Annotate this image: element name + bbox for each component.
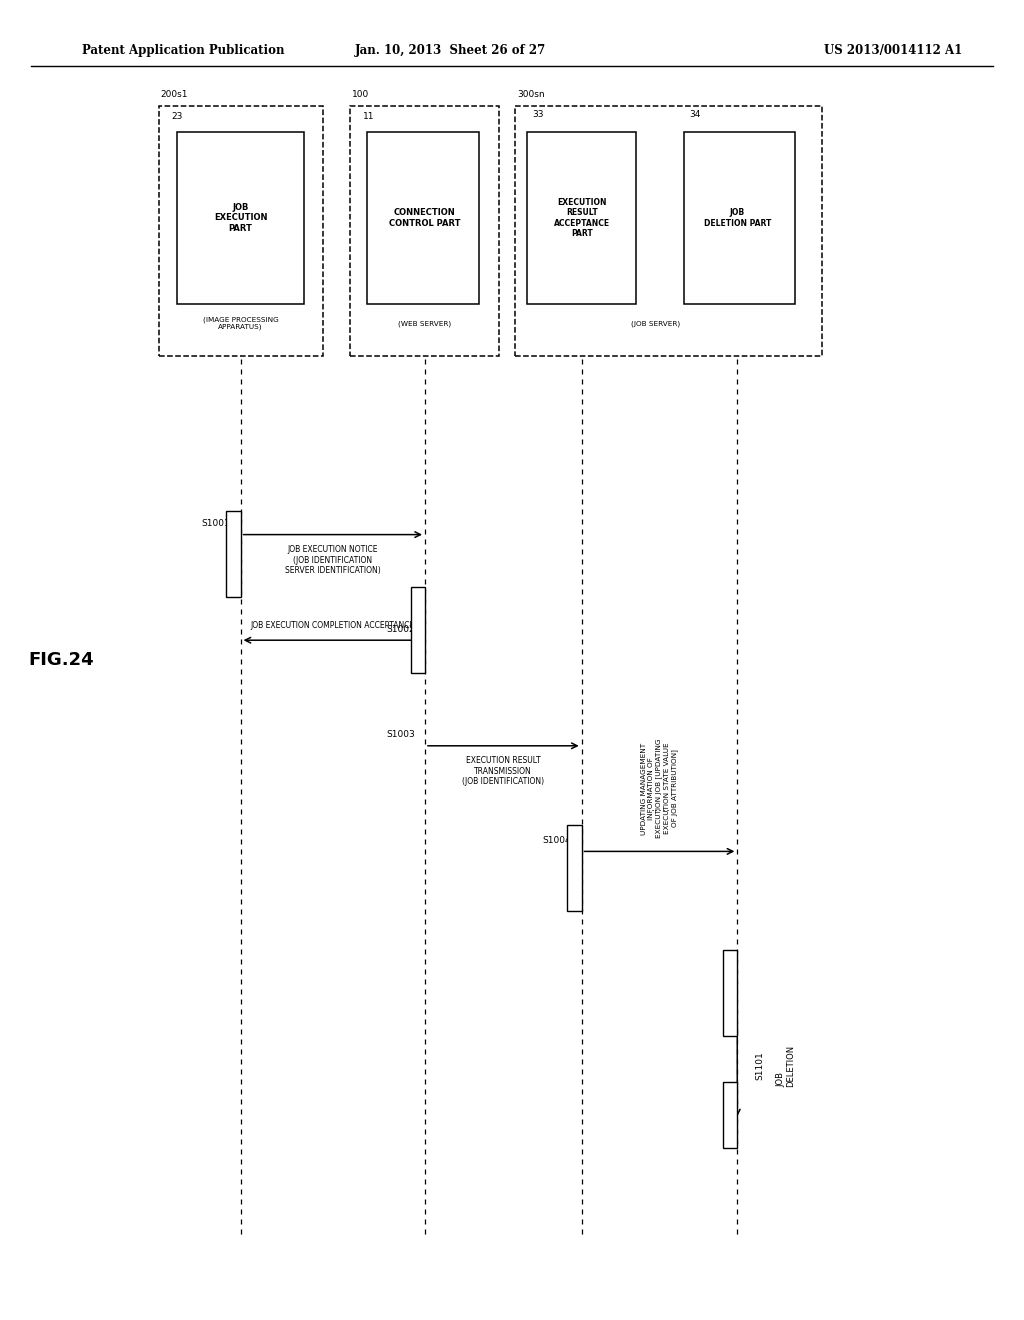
Bar — [411, 587, 425, 673]
Text: 23: 23 — [171, 112, 182, 121]
Text: EXECUTION
RESULT
ACCEPTANCE
PART: EXECUTION RESULT ACCEPTANCE PART — [554, 198, 609, 238]
Text: 34: 34 — [689, 110, 700, 119]
Bar — [567, 825, 582, 911]
Bar — [226, 511, 241, 597]
Text: S1001: S1001 — [202, 519, 230, 528]
Text: .....: ..... — [650, 801, 671, 814]
Text: S1003: S1003 — [386, 730, 415, 739]
Text: 200s1: 200s1 — [161, 90, 188, 99]
Text: JOB
DELETION PART: JOB DELETION PART — [703, 209, 771, 227]
Text: (JOB SERVER): (JOB SERVER) — [631, 321, 680, 326]
Text: S1004: S1004 — [543, 836, 571, 845]
Text: 11: 11 — [362, 112, 374, 121]
Text: JOB
DELETION: JOB DELETION — [776, 1045, 796, 1086]
Text: Jan. 10, 2013  Sheet 26 of 27: Jan. 10, 2013 Sheet 26 of 27 — [355, 44, 546, 57]
Text: (WEB SERVER): (WEB SERVER) — [398, 321, 452, 326]
Text: 300sn: 300sn — [517, 90, 545, 99]
Text: JOB
EXECUTION
PART: JOB EXECUTION PART — [214, 203, 267, 232]
Bar — [527, 132, 636, 304]
Text: CONNECTION
CONTROL PART: CONNECTION CONTROL PART — [389, 209, 461, 227]
Text: S1101: S1101 — [756, 1052, 765, 1080]
Bar — [159, 106, 323, 356]
Text: EXECUTION RESULT
TRANSMISSION
(JOB IDENTIFICATION): EXECUTION RESULT TRANSMISSION (JOB IDENT… — [462, 756, 545, 787]
Bar — [723, 1082, 737, 1148]
Text: Patent Application Publication: Patent Application Publication — [82, 44, 285, 57]
Text: FIG.24: FIG.24 — [29, 651, 94, 669]
Text: 100: 100 — [352, 90, 370, 99]
Bar — [367, 132, 479, 304]
Bar — [515, 106, 822, 356]
Text: 33: 33 — [532, 110, 544, 119]
Bar — [177, 132, 304, 304]
Text: JOB EXECUTION NOTICE
(JOB IDENTIFICATION
SERVER IDENTIFICATION): JOB EXECUTION NOTICE (JOB IDENTIFICATION… — [285, 545, 381, 576]
Text: (IMAGE PROCESSING
APPARATUS): (IMAGE PROCESSING APPARATUS) — [203, 317, 279, 330]
Bar — [350, 106, 499, 356]
Bar — [684, 132, 795, 304]
Text: US 2013/0014112 A1: US 2013/0014112 A1 — [824, 44, 963, 57]
Text: S1002: S1002 — [386, 624, 415, 634]
Text: UPDATING MANAGEMENT
INFORMATION OF
EXECUTION JOB [UPDATING
EXECUTION STATE VALUE: UPDATING MANAGEMENT INFORMATION OF EXECU… — [641, 739, 678, 838]
Bar — [723, 950, 737, 1036]
Text: JOB EXECUTION COMPLETION ACCEPTANCE: JOB EXECUTION COMPLETION ACCEPTANCE — [251, 620, 415, 630]
